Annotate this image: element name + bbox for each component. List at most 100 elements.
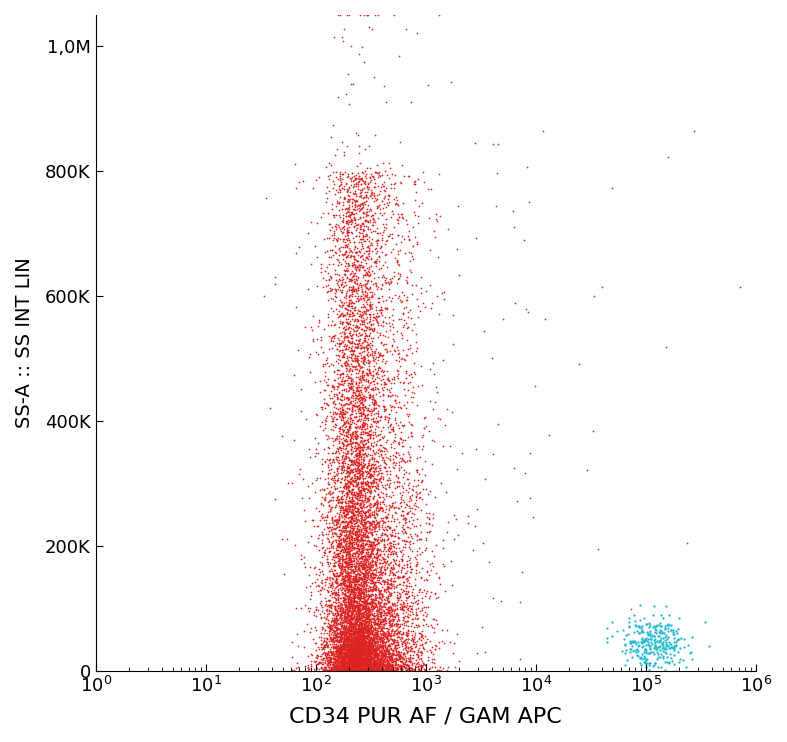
Point xyxy=(358,264,371,276)
Point xyxy=(342,654,355,666)
Point xyxy=(401,349,414,361)
Point xyxy=(417,584,430,596)
Point xyxy=(649,640,662,652)
Point xyxy=(297,473,309,485)
Point xyxy=(376,366,389,378)
Point xyxy=(341,608,353,620)
Point xyxy=(356,240,368,252)
Point xyxy=(345,635,357,647)
Point xyxy=(337,550,349,562)
Point xyxy=(348,656,360,668)
Point xyxy=(338,577,351,589)
Point xyxy=(327,258,339,270)
Point xyxy=(337,419,349,431)
Point xyxy=(311,333,323,345)
Point xyxy=(323,274,336,286)
Point xyxy=(349,600,361,611)
Point xyxy=(342,567,354,579)
Point xyxy=(345,214,357,226)
Point xyxy=(402,615,415,627)
Point xyxy=(404,655,416,667)
Point xyxy=(327,551,339,562)
Point xyxy=(317,643,330,655)
Point xyxy=(353,662,365,674)
Point xyxy=(345,275,358,287)
Point xyxy=(340,568,353,580)
Point xyxy=(367,622,379,634)
Point xyxy=(385,654,397,666)
Point xyxy=(345,611,358,623)
Point xyxy=(310,655,323,667)
Point xyxy=(334,476,346,488)
Point xyxy=(338,643,350,654)
Point xyxy=(342,597,355,608)
Point xyxy=(360,306,372,318)
Point xyxy=(335,663,348,675)
Point xyxy=(379,662,392,674)
Point xyxy=(382,595,394,607)
Point xyxy=(384,246,397,257)
Point xyxy=(327,614,339,626)
Point xyxy=(369,498,382,510)
Point xyxy=(344,646,357,658)
Point xyxy=(353,464,365,476)
Point xyxy=(400,640,412,651)
Point xyxy=(346,642,359,654)
Point xyxy=(380,650,393,662)
Point xyxy=(355,173,368,185)
Point xyxy=(405,518,418,530)
Point xyxy=(362,303,375,315)
Point xyxy=(342,521,354,533)
Point xyxy=(335,525,348,536)
Point xyxy=(349,425,362,437)
Point xyxy=(334,661,347,673)
Point xyxy=(329,632,342,644)
Point xyxy=(629,615,641,627)
Point xyxy=(345,641,358,653)
Point xyxy=(388,659,401,671)
Point xyxy=(364,663,377,675)
Point xyxy=(394,432,406,444)
Point xyxy=(348,602,360,614)
Point xyxy=(332,561,345,573)
Point xyxy=(659,631,671,643)
Point xyxy=(349,595,362,607)
Point xyxy=(367,354,379,366)
Point xyxy=(348,399,360,411)
Point xyxy=(399,634,412,646)
Point xyxy=(359,527,371,539)
Point xyxy=(359,657,371,669)
Point xyxy=(340,630,353,642)
Point xyxy=(367,444,379,456)
Point xyxy=(364,540,376,552)
Point xyxy=(359,608,371,620)
Point xyxy=(353,407,366,418)
Point xyxy=(366,628,379,640)
Point xyxy=(508,462,520,474)
Point xyxy=(402,603,415,614)
Point xyxy=(328,556,341,568)
Point xyxy=(338,556,351,568)
Point xyxy=(352,591,364,603)
Point xyxy=(339,571,352,582)
Point xyxy=(339,248,352,260)
Point xyxy=(349,591,361,603)
Point xyxy=(363,646,375,657)
Point xyxy=(360,323,373,335)
Point xyxy=(338,644,350,656)
Point xyxy=(363,391,375,403)
Point xyxy=(396,555,408,567)
Point xyxy=(310,408,323,420)
Point xyxy=(340,658,353,670)
Point xyxy=(338,634,350,646)
Point xyxy=(405,580,417,592)
Point xyxy=(346,542,359,554)
Point xyxy=(356,183,368,195)
Point xyxy=(315,331,327,343)
Point xyxy=(386,645,399,657)
Point xyxy=(337,197,349,209)
Point xyxy=(348,441,360,453)
Point xyxy=(344,477,357,489)
Point xyxy=(316,643,328,654)
Point xyxy=(337,516,349,528)
